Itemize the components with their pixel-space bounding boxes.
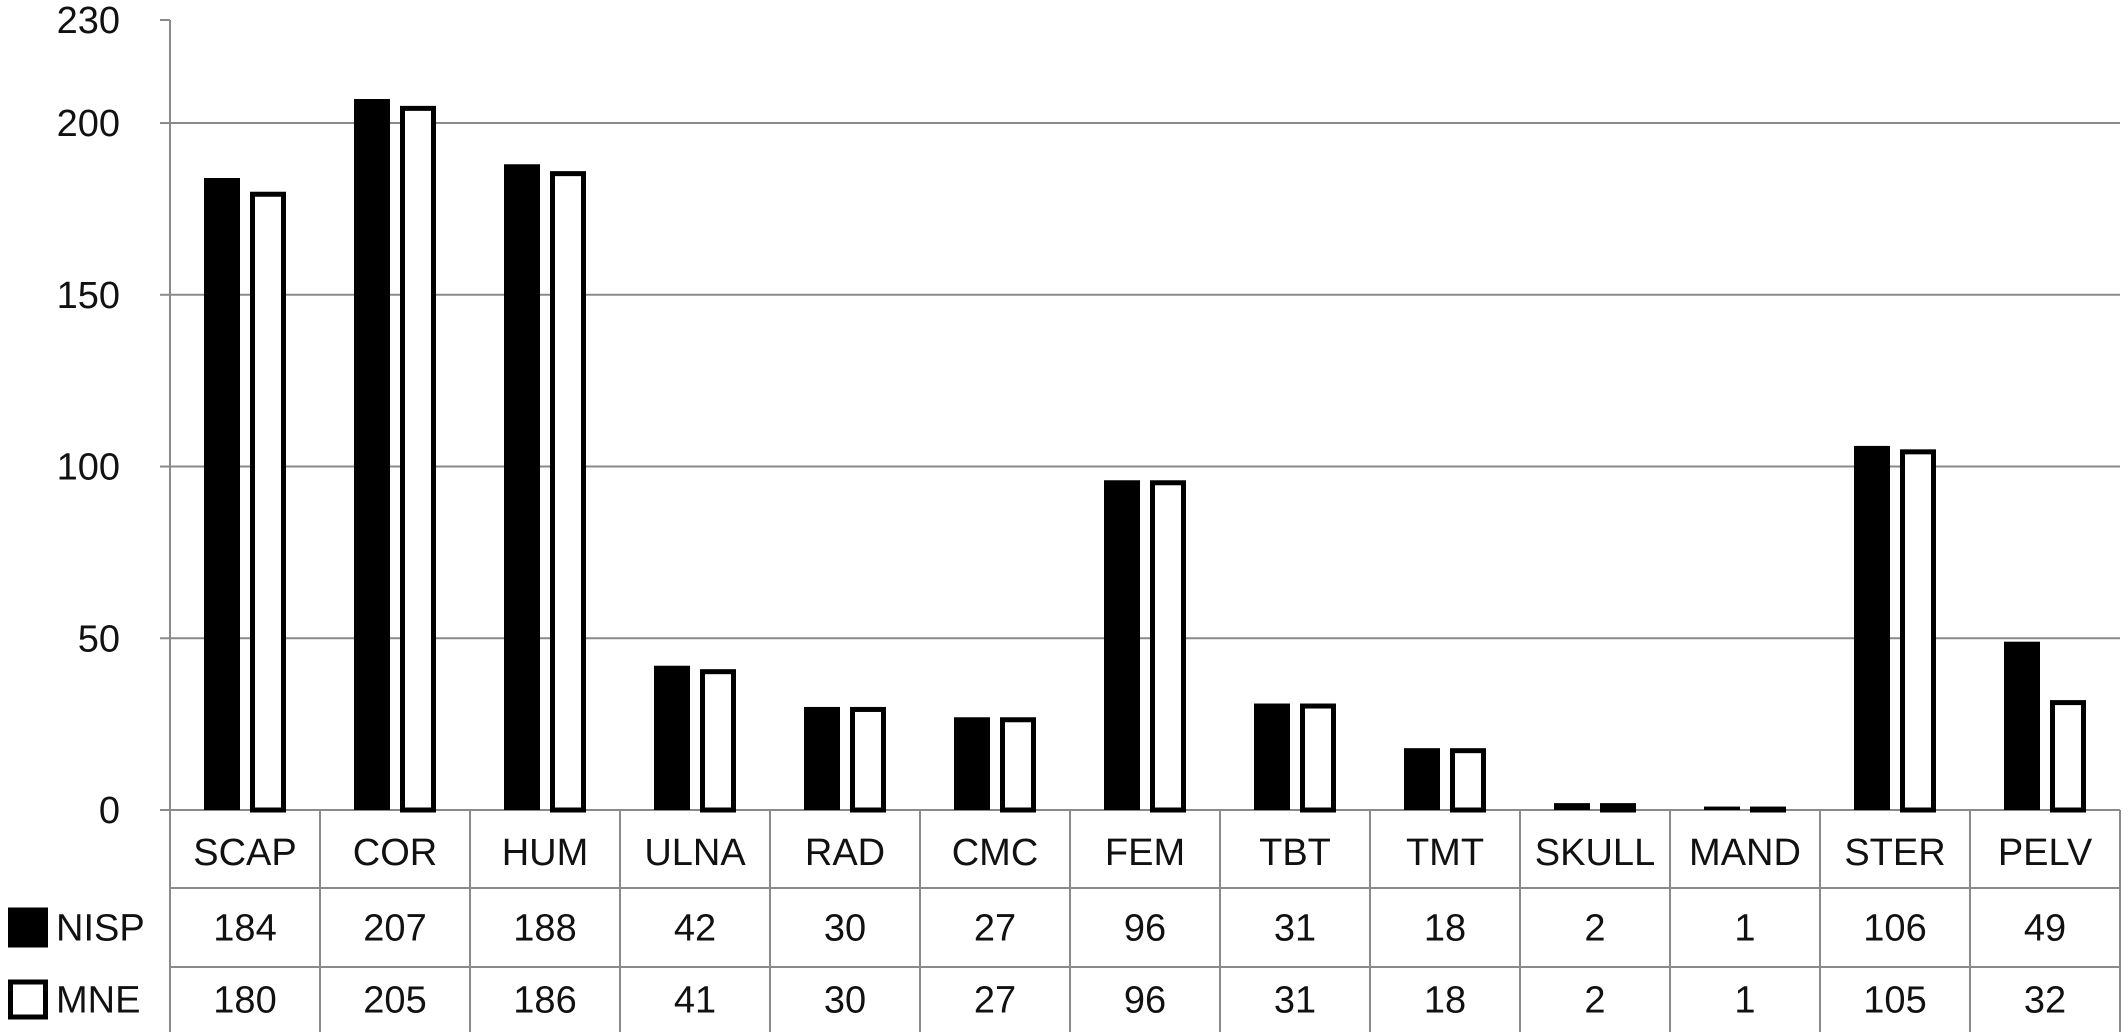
table-value-nisp: 207 [363,908,426,950]
table-value-mne: 186 [513,980,576,1022]
table-value-mne: 31 [1274,980,1316,1022]
x-category-label: STER [1844,832,1945,874]
table-value-mne: 205 [363,980,426,1022]
bar-mne [1900,449,1936,813]
bar-nisp [1254,703,1290,810]
bar-mne [1000,717,1036,813]
table-value-nisp: 96 [1124,908,1166,950]
legend-label-nisp: NISP [56,908,145,950]
bar-nisp [1854,445,1890,810]
x-category-label: ULNA [644,832,746,874]
bar-mne [1600,803,1636,813]
bar-nisp [654,665,690,810]
x-category-label: CMC [952,832,1039,874]
table-value-mne: 1 [1734,980,1755,1022]
y-tick-label: 50 [78,618,120,660]
bar-nisp [354,99,390,810]
x-category-label: RAD [805,832,885,874]
table-value-mne: 105 [1863,980,1926,1022]
table-value-nisp: 27 [974,908,1016,950]
bar-nisp [1554,803,1590,810]
table-value-mne: 2 [1584,980,1605,1022]
y-tick-label: 150 [57,275,120,317]
x-category-label: SKULL [1535,832,1655,874]
y-tick-label: 100 [57,447,120,489]
gridlines [170,122,2120,640]
y-tick-label: 230 [57,0,120,42]
table-value-mne: 27 [974,980,1016,1022]
bars [204,99,2086,813]
bar-nisp [504,164,540,810]
x-category-label: FEM [1105,832,1185,874]
bar-nisp [1404,748,1440,810]
bar-mne [400,105,436,813]
bar-mne [250,191,286,813]
labels: 0 50 100 150 200 230 SCAP COR HUM ULNA RAD CMC FEM TB… [57,0,2093,874]
bar-mne [700,669,736,813]
x-category-label: TMT [1406,832,1484,874]
table-value-mne: 41 [674,980,716,1022]
table-value-nisp: 184 [213,908,276,950]
table-value-nisp: 1 [1734,908,1755,950]
table-value-nisp: 2 [1584,908,1605,950]
bar-mne [550,171,586,813]
bar-nisp [954,717,990,810]
data-table: NISP 184 207 188 42 30 27 96 31 18 2 1 106 49 MNE 180 20… [8,810,2121,1032]
y-tick-label: 200 [57,103,120,145]
table-value-nisp: 18 [1424,908,1466,950]
axes [160,19,2120,811]
y-tick-label: 0 [99,790,120,832]
legend-swatch-mne [8,979,48,1020]
bar-mne [2050,700,2086,813]
x-category-label: COR [353,832,437,874]
table-value-mne: 32 [2024,980,2066,1022]
bar-nisp [2004,641,2040,810]
bar-mne [1750,806,1786,813]
table-value-nisp: 188 [513,908,576,950]
bar-nisp [1104,480,1140,810]
table-value-nisp: 42 [674,908,716,950]
table-value-nisp: 30 [824,908,866,950]
legend-swatch-nisp [8,907,48,948]
table-value-nisp: 49 [2024,908,2066,950]
x-category-label: MAND [1689,832,1801,874]
x-category-label: SCAP [193,832,296,874]
legend-label-mne: MNE [56,980,140,1022]
bar-mne [1150,480,1186,813]
table-value-mne: 96 [1124,980,1166,1022]
bar-mne [850,706,886,813]
table-value-mne: 30 [824,980,866,1022]
bar-nisp [204,178,240,810]
table-value-nisp: 31 [1274,908,1316,950]
table-value-mne: 18 [1424,980,1466,1022]
bar-mne [1450,748,1486,813]
bar-nisp [1704,806,1740,810]
x-category-label: HUM [502,832,589,874]
x-category-label: TBT [1259,832,1331,874]
x-category-label: PELV [1998,832,2093,874]
bar-mne [1300,703,1336,813]
table-value-mne: 180 [213,980,276,1022]
bar-nisp [804,706,840,810]
table-value-nisp: 106 [1863,908,1926,950]
